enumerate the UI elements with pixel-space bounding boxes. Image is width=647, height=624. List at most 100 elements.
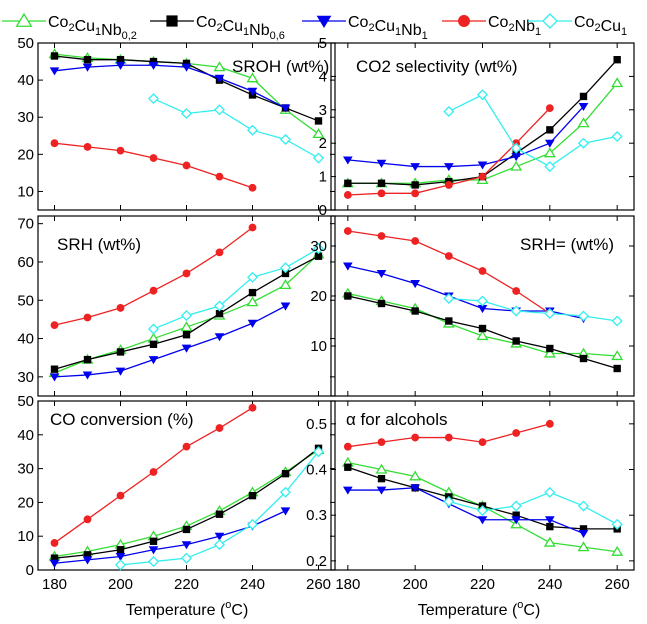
- legend-marker: [166, 15, 178, 27]
- data-point: [148, 356, 159, 365]
- x-tick-label: 200: [108, 576, 133, 593]
- data-point: [611, 315, 623, 327]
- data-point: [248, 491, 257, 500]
- data-point: [247, 87, 258, 96]
- legend-label: Co2Nb1: [488, 14, 541, 38]
- data-point: [410, 163, 420, 172]
- chart-panel: 30 40 50 60 70 SRH (wt%): [17, 215, 336, 397]
- legend-marker: [458, 15, 470, 27]
- data-point: [445, 317, 453, 325]
- data-point: [545, 104, 554, 113]
- data-point: [544, 161, 556, 173]
- data-point: [181, 344, 192, 353]
- data-point: [343, 191, 352, 199]
- data-point: [544, 486, 556, 498]
- y-tick-label: 50: [17, 292, 34, 309]
- legend-subscript: 1: [95, 26, 101, 38]
- data-point: [82, 63, 93, 72]
- data-point: [611, 77, 624, 88]
- legend-subscript: 2: [216, 22, 222, 34]
- series-line: [54, 142, 253, 189]
- legend-text: Cu: [75, 18, 95, 35]
- legend-label: Co2Cu1Nb0,2: [48, 14, 137, 42]
- data-point: [377, 179, 386, 187]
- data-point: [512, 511, 520, 519]
- data-point: [115, 553, 126, 562]
- legend-subscript: 2: [68, 22, 74, 34]
- legend-label: Co2Cu1Nb1: [348, 14, 428, 42]
- legend-label: Co2Cu1Nb0,6: [196, 14, 285, 42]
- data-point: [577, 500, 590, 512]
- panel-title: SRH= (wt%): [520, 235, 614, 254]
- series-line: [54, 305, 286, 378]
- data-point: [411, 237, 420, 245]
- data-point: [116, 146, 125, 155]
- data-point: [49, 559, 60, 568]
- data-point: [50, 365, 59, 373]
- data-point: [149, 57, 158, 66]
- data-point: [578, 103, 589, 112]
- data-point: [444, 181, 453, 189]
- data-point: [411, 433, 420, 442]
- data-point: [115, 367, 126, 376]
- data-point: [377, 232, 386, 240]
- y-tick-label: 40: [17, 427, 34, 444]
- data-point: [312, 152, 325, 164]
- data-point: [83, 143, 92, 151]
- y-tick-label: 10: [310, 338, 327, 355]
- data-point: [215, 309, 224, 318]
- data-point: [443, 495, 455, 508]
- data-point: [478, 172, 487, 181]
- data-point: [180, 107, 193, 120]
- data-point: [280, 104, 291, 113]
- data-point: [343, 486, 353, 495]
- data-point: [611, 545, 624, 556]
- legend-text: Cu: [223, 18, 243, 35]
- legend-text: Co: [196, 14, 217, 31]
- legend-subscript: 2: [594, 22, 600, 34]
- data-point: [83, 355, 92, 364]
- data-point: [182, 269, 191, 278]
- legend-text: Nb: [101, 22, 122, 39]
- legend-subscript: 1: [422, 30, 428, 42]
- data-point: [83, 313, 92, 322]
- data-point: [180, 552, 193, 564]
- data-point: [611, 518, 623, 530]
- data-point: [444, 163, 454, 172]
- data-point: [149, 468, 158, 476]
- data-point: [510, 305, 522, 317]
- data-point: [476, 295, 489, 307]
- chart-panel: 10 20 30 40 50 SROH (wt%): [17, 35, 336, 211]
- data-point: [115, 61, 126, 70]
- data-point: [546, 344, 554, 353]
- data-point: [215, 172, 224, 181]
- data-point: [512, 337, 520, 345]
- x-axis-label-text: Temperature (: [418, 602, 518, 619]
- data-point: [50, 321, 59, 330]
- y-tick-label: 20: [17, 494, 34, 511]
- panels: 10 20 30 40 50 SROH (wt%) 0 1 2 3 4 5 CO2 selectivit…: [17, 35, 635, 593]
- legend-subscript: 1: [395, 26, 401, 38]
- series-line: [54, 64, 286, 109]
- panel-title: SROH (wt%): [232, 57, 329, 76]
- y-tick-label: 0.2: [306, 553, 327, 570]
- panel-title: CO conversion (%): [50, 410, 194, 429]
- data-point: [248, 183, 257, 192]
- data-point: [214, 532, 225, 541]
- data-point: [312, 243, 325, 255]
- data-point: [214, 74, 225, 83]
- data-point: [543, 536, 556, 547]
- x-tick-label: 220: [174, 576, 199, 593]
- y-tick-label: 0.5: [306, 416, 327, 433]
- series-line: [347, 487, 584, 535]
- y-tick-label: 40: [17, 331, 34, 348]
- y-tick-label: 0: [319, 202, 327, 219]
- data-point: [512, 287, 521, 295]
- data-point: [411, 181, 419, 189]
- legend-subscript: 0,6: [270, 30, 285, 42]
- data-point: [577, 541, 590, 552]
- data-point: [314, 252, 323, 260]
- panel-title: CO2 selectivity (wt%): [356, 57, 518, 76]
- data-point: [83, 515, 92, 524]
